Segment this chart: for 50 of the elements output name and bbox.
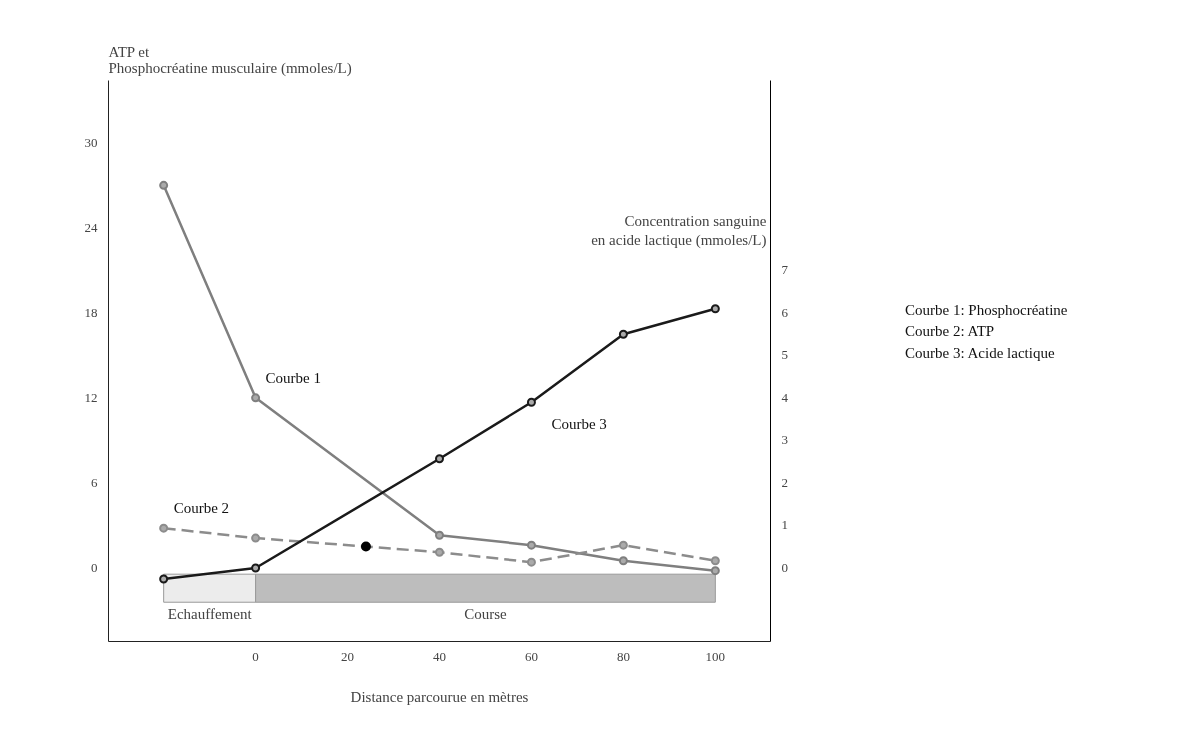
point	[526, 557, 536, 567]
y2-tick-label: 2	[781, 474, 788, 490]
x-axis-title: Distance parcourue en mètres	[350, 688, 529, 705]
text: Courbe 1: Phosphocréatine	[905, 302, 1068, 318]
x-tick-label: 40	[433, 648, 446, 664]
point	[710, 566, 720, 576]
y-tick-label: 30	[84, 134, 98, 150]
y-tick-label: 12	[84, 389, 98, 405]
point	[360, 541, 371, 552]
x-tick-label: 60	[524, 648, 538, 664]
point	[251, 393, 261, 403]
x-tick-label: 20	[341, 648, 355, 664]
y-tick-label: 0	[91, 559, 98, 575]
series-label: Courbe 3	[551, 416, 607, 433]
y-axis-title: ATP et Phosphocréatine musculaire (mmoles/L)	[108, 43, 352, 77]
y-tick-label: 6	[91, 474, 98, 490]
x-tick-label: 100	[705, 648, 726, 664]
series-label: Courbe 1	[265, 369, 322, 386]
y2-tick-label: 1	[781, 517, 788, 533]
point	[618, 329, 628, 339]
y-tick-label: 18	[84, 304, 98, 320]
text: Courbe 2: ATP	[905, 323, 995, 340]
y2-tick-label: 4	[781, 389, 789, 405]
point	[435, 530, 444, 540]
y2-tick-label: 3	[781, 432, 788, 448]
x-tick-label: 80	[616, 648, 630, 664]
point	[618, 540, 628, 550]
point	[251, 533, 261, 543]
y2-tick-label: 0	[781, 559, 788, 575]
point	[526, 397, 536, 407]
point	[526, 540, 536, 550]
point	[251, 563, 261, 573]
point	[435, 547, 444, 557]
point	[159, 523, 169, 533]
point	[159, 180, 169, 190]
y2-tick-label: 6	[781, 304, 789, 320]
point	[710, 304, 720, 314]
y-tick-label: 24	[84, 219, 98, 235]
band-label: Course	[464, 606, 508, 623]
text: Courbe 3: Acide lactique	[905, 344, 1055, 361]
x-tick-label: 0	[252, 648, 259, 664]
point	[618, 556, 628, 566]
band-label: Echauffement	[167, 606, 253, 623]
y2-tick-label: 7	[781, 262, 789, 278]
y2-tick-label: 5	[781, 347, 788, 363]
point	[435, 454, 444, 464]
point	[159, 574, 169, 584]
series-label: Courbe 2	[173, 500, 230, 517]
y2-axis-title: Concentration sanguine en acide lactique (mmoles/L)	[591, 213, 767, 250]
point	[710, 556, 720, 566]
